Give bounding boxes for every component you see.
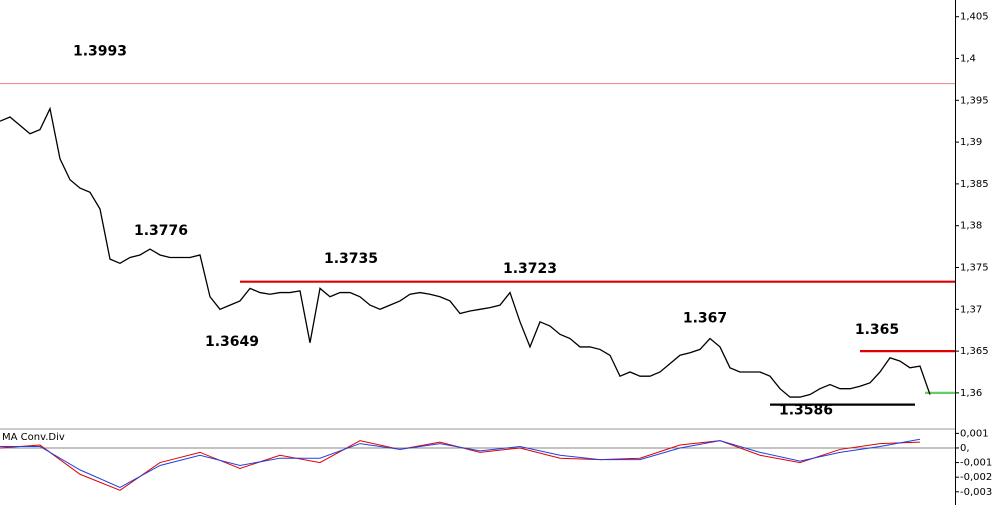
y-tick-label: 1,405	[960, 12, 989, 23]
y-tick-label: -0,001	[960, 458, 992, 469]
y-tick-label: 1,38	[960, 221, 982, 232]
y-tick-label: -0,002	[960, 472, 992, 483]
y-tick-label: -0,003	[960, 487, 992, 498]
y-tick-label: 1,36	[960, 388, 982, 399]
price-annotation: 1.3735	[324, 251, 378, 267]
price-annotation: 1.365	[855, 322, 899, 338]
y-tick-label: 0,001	[960, 428, 989, 439]
price-annotation: 1.3993	[73, 43, 127, 59]
y-tick-label: 1,4	[960, 54, 976, 65]
price-annotation: 1.3776	[134, 223, 188, 239]
y-tick-label: 1,375	[960, 263, 989, 274]
y-tick-label: 1,385	[960, 179, 989, 190]
y-tick-label: 1,395	[960, 95, 989, 106]
indicator-line	[0, 438, 921, 488]
y-tick-label: 0,	[960, 443, 970, 454]
price-line	[0, 106, 931, 398]
price-annotation: 1.367	[683, 310, 727, 326]
y-tick-label: 1,39	[960, 137, 982, 148]
y-tick-label: 1,37	[960, 304, 982, 315]
panel-title: MA Conv.Div	[2, 432, 65, 443]
price-annotation: 1.3649	[205, 334, 259, 350]
y-tick-label: 1,365	[960, 346, 989, 357]
price-annotation: 1.3723	[503, 261, 557, 277]
price-annotation: 1.3586	[779, 403, 833, 419]
